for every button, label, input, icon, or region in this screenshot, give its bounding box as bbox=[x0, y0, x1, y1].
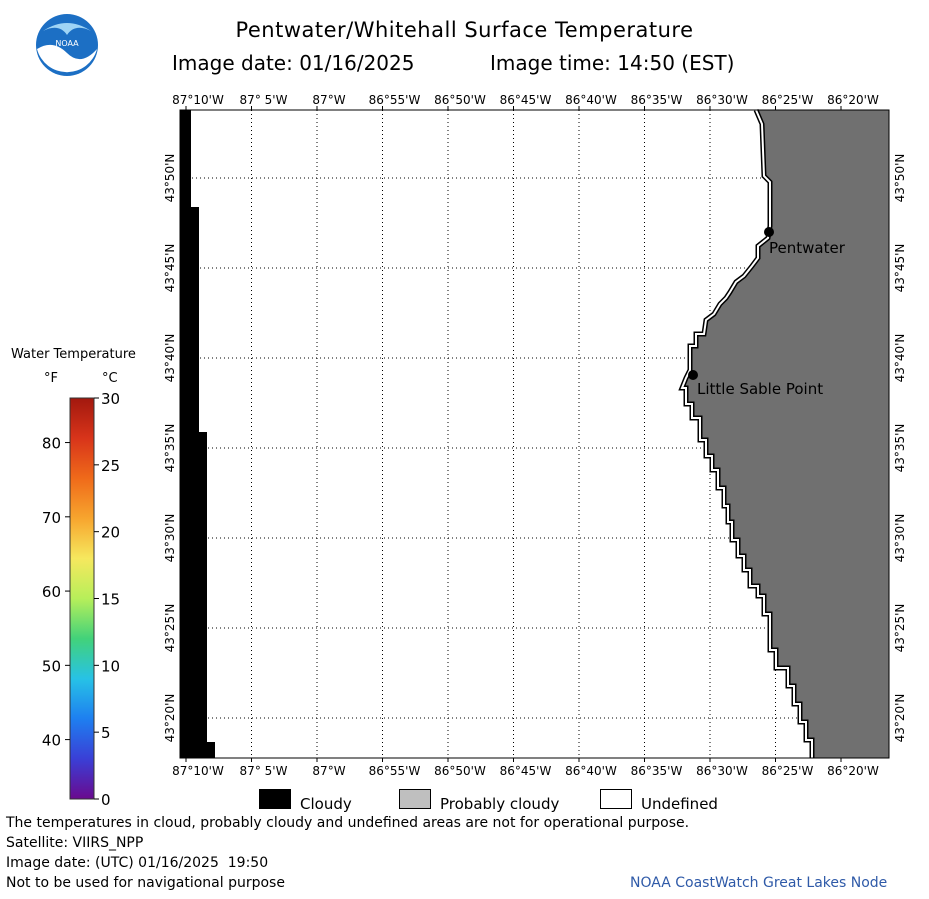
longitude-label: 86°55'W bbox=[369, 93, 421, 107]
disclaimer-text: The temperatures in cloud, probably clou… bbox=[6, 815, 690, 831]
graticule-labels: 87°10'W 87°10'W 87° 5'W 87° 5'W 87°W 87°W 86°5… bbox=[163, 93, 907, 778]
probably-cloudy-swatch bbox=[399, 789, 431, 809]
longitude-label: 86°55'W bbox=[369, 764, 421, 778]
noaa-logo: NOAA bbox=[36, 14, 98, 76]
latitude-label: 43°40'N bbox=[163, 334, 177, 383]
fahrenheit-label: 80 bbox=[42, 435, 61, 453]
latitude-label: 43°35'N bbox=[893, 424, 907, 473]
probably-cloudy-label: Probably cloudy bbox=[440, 795, 560, 813]
undefined-swatch bbox=[600, 789, 632, 809]
latitude-label: 43°50'N bbox=[893, 154, 907, 203]
longitude-label: 86°50'W bbox=[434, 93, 486, 107]
celsius-label: 30 bbox=[101, 390, 120, 408]
scale-bar bbox=[69, 397, 95, 800]
pentwater-marker[interactable] bbox=[764, 227, 774, 237]
latitude-label: 43°40'N bbox=[893, 334, 907, 383]
land-area bbox=[682, 110, 889, 758]
latitude-label: 43°25'N bbox=[893, 604, 907, 653]
little-sable-point-label: Little Sable Point bbox=[697, 380, 823, 398]
latitude-label: 43°45'N bbox=[163, 244, 177, 293]
legend-title: Water Temperature bbox=[11, 347, 136, 362]
longitude-label: 86°50'W bbox=[434, 764, 486, 778]
celsius-label: 15 bbox=[101, 591, 120, 609]
longitude-label: 86°40'W bbox=[565, 764, 617, 778]
map-title: Pentwater/Whitehall Surface Temperature bbox=[235, 18, 694, 42]
latitude-label: 43°45'N bbox=[893, 244, 907, 293]
image-date-label: Image date: 01/16/2025 bbox=[172, 51, 415, 75]
latitude-label: 43°30'N bbox=[163, 514, 177, 563]
longitude-label: 86°30'W bbox=[696, 93, 748, 107]
longitude-label: 87°10'W bbox=[172, 764, 224, 778]
legend-unit-f: °F bbox=[44, 371, 58, 386]
cloud-strip bbox=[180, 110, 215, 758]
longitude-label: 86°20'W bbox=[827, 764, 879, 778]
coastwatch-credit-link[interactable]: NOAA CoastWatch Great Lakes Node bbox=[630, 875, 888, 891]
latitude-label: 43°20'N bbox=[893, 694, 907, 743]
legend-unit-c: °C bbox=[102, 371, 118, 386]
logo-text: NOAA bbox=[55, 39, 79, 48]
longitude-label: 86°45'W bbox=[500, 93, 552, 107]
longitude-label: 87°W bbox=[312, 764, 345, 778]
map-frame bbox=[179, 109, 890, 759]
little-sable-point-marker[interactable] bbox=[688, 370, 698, 380]
celsius-label: 25 bbox=[101, 457, 120, 475]
latitude-label: 43°35'N bbox=[163, 424, 177, 473]
longitude-label: 86°35'W bbox=[631, 93, 683, 107]
utc-date-text: Image date: (UTC) 01/16/2025 19:50 bbox=[6, 855, 269, 871]
cloudy-swatch bbox=[259, 789, 291, 809]
fahrenheit-label: 40 bbox=[42, 732, 61, 750]
longitude-label: 87°10'W bbox=[172, 93, 224, 107]
nav-warning-text: Not to be used for navigational purpose bbox=[6, 875, 285, 891]
longitude-label: 86°45'W bbox=[500, 764, 552, 778]
longitude-label: 87°W bbox=[312, 93, 345, 107]
longitude-label: 86°30'W bbox=[696, 764, 748, 778]
longitude-label: 87° 5'W bbox=[240, 764, 288, 778]
longitude-label: 87° 5'W bbox=[240, 93, 288, 107]
longitude-label: 86°40'W bbox=[565, 93, 617, 107]
undefined-label: Undefined bbox=[641, 795, 718, 813]
latitude-label: 43°50'N bbox=[163, 154, 177, 203]
image-time-label: Image time: 14:50 (EST) bbox=[490, 51, 735, 75]
fahrenheit-label: 70 bbox=[42, 509, 61, 527]
latitude-label: 43°30'N bbox=[893, 514, 907, 563]
celsius-label: 0 bbox=[101, 791, 111, 809]
celsius-label: 10 bbox=[101, 657, 120, 675]
latitude-label: 43°20'N bbox=[163, 694, 177, 743]
shoreline-highlight bbox=[680, 109, 813, 758]
celsius-label: 20 bbox=[101, 524, 120, 542]
latitude-label: 43°25'N bbox=[163, 604, 177, 653]
cloudy-label: Cloudy bbox=[300, 795, 352, 813]
longitude-label: 86°20'W bbox=[827, 93, 879, 107]
longitude-label: 86°25'W bbox=[762, 764, 814, 778]
celsius-label: 5 bbox=[101, 724, 111, 742]
pentwater-label: Pentwater bbox=[769, 239, 846, 257]
longitude-label: 86°25'W bbox=[762, 93, 814, 107]
longitude-label: 86°35'W bbox=[631, 764, 683, 778]
fahrenheit-label: 50 bbox=[42, 657, 61, 675]
satellite-text: Satellite: VIIRS_NPP bbox=[6, 835, 144, 851]
fahrenheit-label: 60 bbox=[42, 583, 61, 601]
